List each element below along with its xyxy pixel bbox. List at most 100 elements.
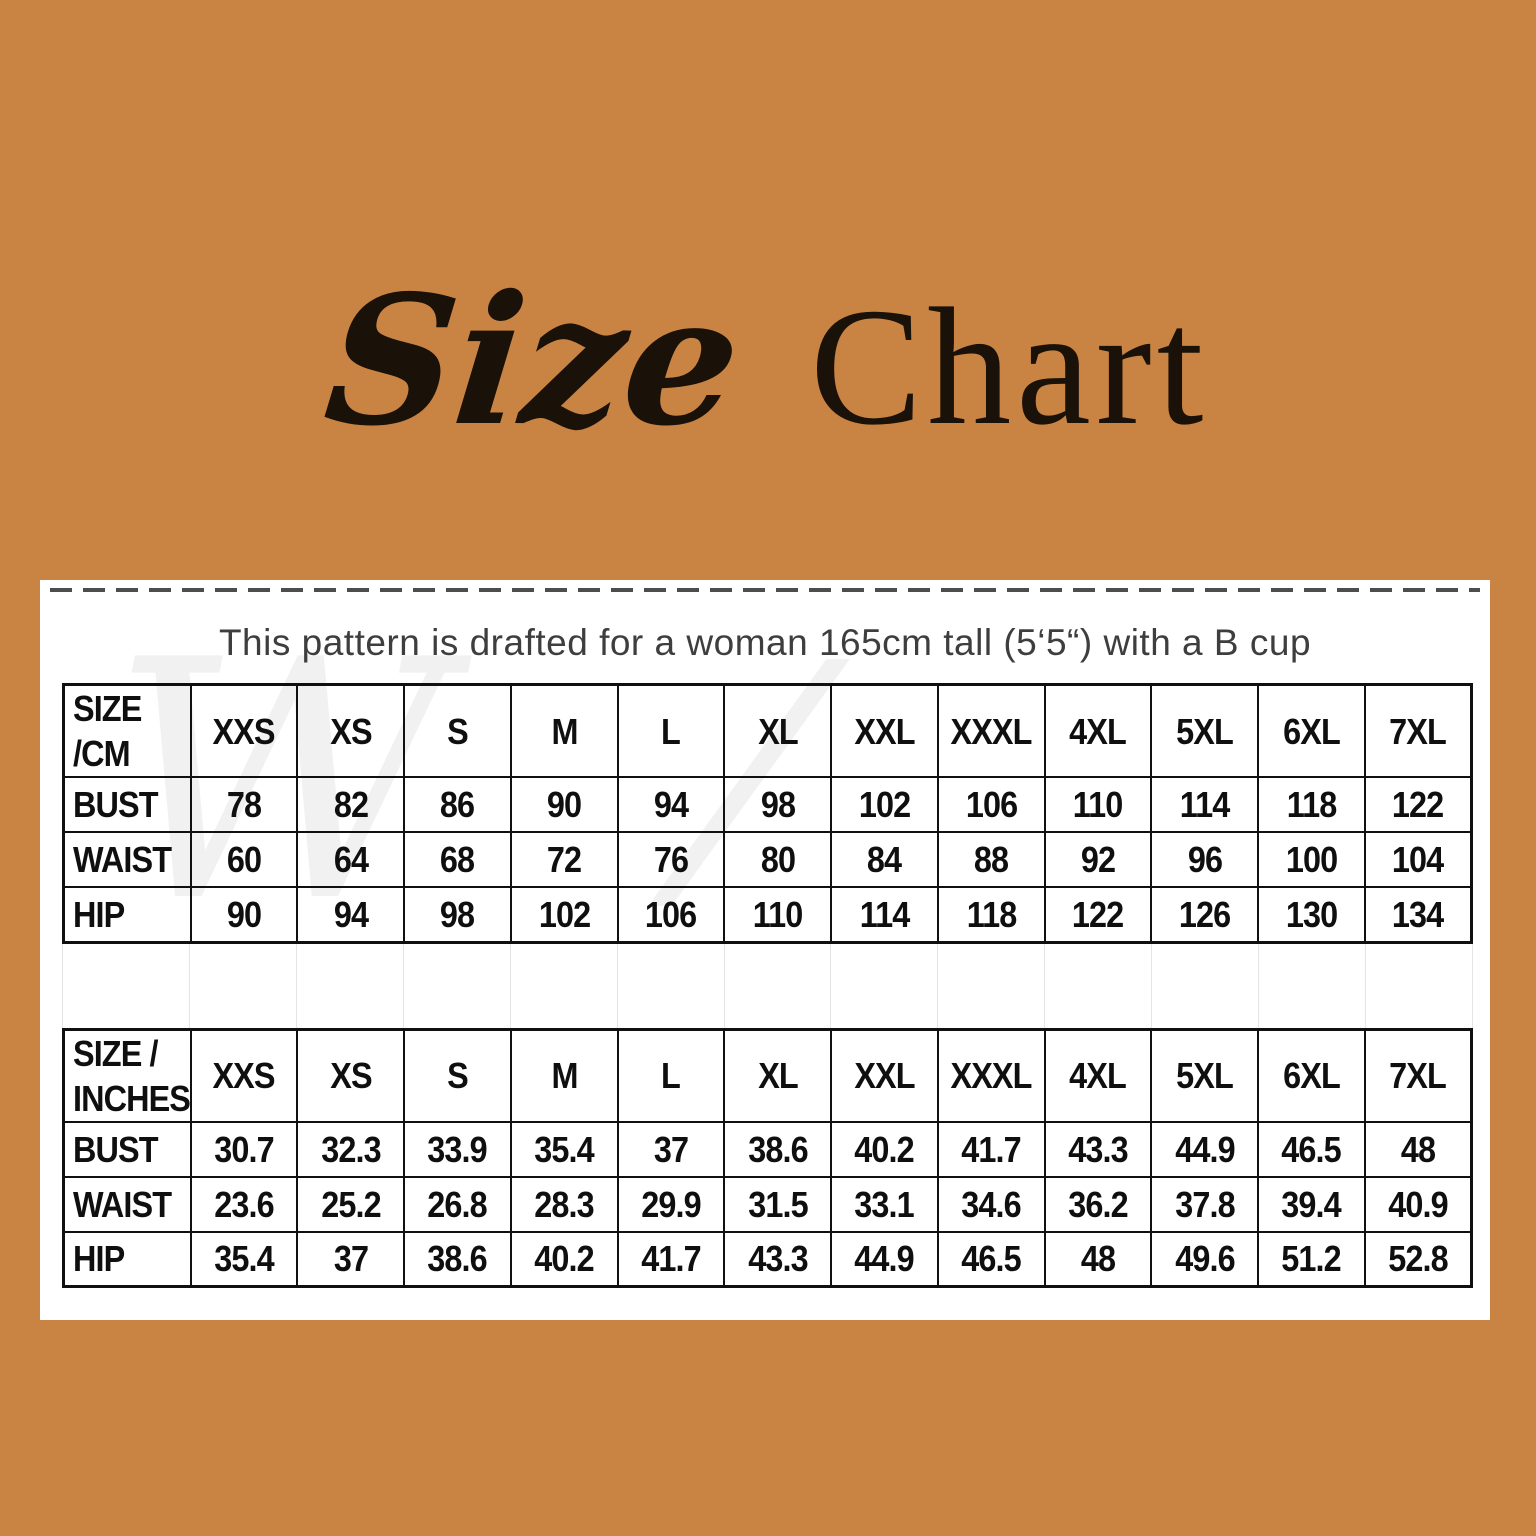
value-cell: 64	[296, 831, 405, 888]
value-cell: 41.7	[616, 1230, 726, 1288]
measurement-row: HIP 90 94 98 102 106 110 114 118 122 126 130 134	[62, 886, 1473, 943]
value-cell: 40.2	[830, 1120, 939, 1178]
gap-grid-cell	[1258, 943, 1366, 986]
value-cell: 26.8	[403, 1175, 512, 1233]
size-header-cell: XXXL	[936, 683, 1046, 778]
size-header-cell: 4XL	[1043, 683, 1153, 778]
size-header-cell: 5XL	[1150, 683, 1259, 778]
size-header-cell: 7XL	[1363, 1028, 1473, 1123]
row-label-cell: WAIST	[62, 1175, 192, 1233]
value-cell: 38.6	[403, 1230, 512, 1288]
value-cell: 110	[1043, 776, 1153, 833]
size-header-cell: L	[616, 1028, 726, 1123]
header-row: SIZE / INCHES XXS XS S M L XL XXL XXXL 4XL 5XL 6XL 7…	[62, 1028, 1473, 1123]
gap-grid-cell	[295, 985, 404, 1028]
measurement-row: BUST 30.7 32.3 33.9 35.4 37 38.6 40.2 41.7 43.3 44…	[62, 1120, 1473, 1178]
gap-grid-cell	[723, 985, 832, 1028]
value-cell: 114	[830, 886, 939, 943]
size-header-cell: XS	[296, 1028, 405, 1123]
gap-grid-cell	[830, 943, 939, 986]
dashed-divider	[50, 588, 1480, 592]
gap-grid-cell	[1364, 985, 1474, 1028]
value-cell: 38.6	[723, 1120, 832, 1178]
value-cell: 94	[616, 776, 726, 833]
row-label-cell: HIP	[62, 886, 192, 943]
measurement-row: HIP 35.4 37 38.6 40.2 41.7 43.3 44.9 46.5 48 49.6 5…	[62, 1230, 1473, 1288]
value-cell: 98	[723, 776, 832, 833]
value-cell: 30.7	[189, 1120, 299, 1178]
gap-grid-cell	[1151, 943, 1260, 986]
value-cell: 118	[936, 886, 1046, 943]
title-word-chart: Chart	[810, 274, 1209, 460]
gap-grid-cell	[616, 943, 725, 986]
value-cell: 80	[723, 831, 832, 888]
value-cell: 28.3	[509, 1175, 619, 1233]
value-cell: 100	[1257, 831, 1366, 888]
value-cell: 88	[936, 831, 1046, 888]
value-cell: 134	[1363, 886, 1473, 943]
gap-grid-cell	[402, 943, 511, 986]
gap-grid-cell	[1044, 943, 1153, 986]
value-cell: 78	[189, 776, 299, 833]
measurement-row: WAIST 23.6 25.2 26.8 28.3 29.9 31.5 33.1 34.6 36.…	[62, 1175, 1473, 1233]
value-cell: 82	[296, 776, 405, 833]
value-cell: 29.9	[616, 1175, 726, 1233]
size-header-cell: XXXL	[936, 1028, 1046, 1123]
value-cell: 122	[1043, 886, 1153, 943]
size-header-cell: M	[509, 683, 619, 778]
chart-panel: W / This pattern is drafted for a woman …	[40, 580, 1490, 1320]
size-header-cell: XXS	[189, 683, 299, 778]
size-header-cell: XL	[723, 1028, 832, 1123]
size-header-cell: M	[509, 1028, 619, 1123]
gap-grid-cell	[402, 985, 511, 1028]
page-title: Size Chart	[0, 256, 1536, 465]
size-header-cell: S	[403, 683, 512, 778]
value-cell: 51.2	[1257, 1230, 1366, 1288]
value-cell: 90	[189, 886, 299, 943]
value-cell: 102	[830, 776, 939, 833]
value-cell: 33.1	[830, 1175, 939, 1233]
size-header-cell: XXS	[189, 1028, 299, 1123]
size-header-cell: 5XL	[1150, 1028, 1259, 1123]
pattern-note: This pattern is drafted for a woman 165c…	[218, 622, 1312, 663]
value-cell: 46.5	[936, 1230, 1046, 1288]
value-cell: 35.4	[189, 1230, 299, 1288]
size-header-cell: XL	[723, 683, 832, 778]
gap-grid-cell	[509, 985, 618, 1028]
value-cell: 39.4	[1257, 1175, 1366, 1233]
gap-grid-cell	[62, 943, 190, 986]
size-header-cell: S	[403, 1028, 512, 1123]
value-cell: 31.5	[723, 1175, 832, 1233]
value-cell: 90	[509, 776, 619, 833]
value-cell: 36.2	[1043, 1175, 1153, 1233]
value-cell: 44.9	[1150, 1120, 1259, 1178]
gap-grid-row	[62, 943, 1474, 986]
value-cell: 114	[1150, 776, 1259, 833]
gap-grid-cell	[723, 943, 832, 986]
value-cell: 126	[1150, 886, 1259, 943]
value-cell: 102	[509, 886, 619, 943]
value-cell: 52.8	[1363, 1230, 1473, 1288]
value-cell: 48	[1043, 1230, 1153, 1288]
value-cell: 86	[403, 776, 512, 833]
value-cell: 122	[1363, 776, 1473, 833]
gap-grid-cell	[1364, 943, 1474, 986]
row-label-cell: HIP	[62, 1230, 192, 1288]
value-cell: 104	[1363, 831, 1473, 888]
size-unit-header-cell: SIZE /CM	[62, 683, 192, 778]
value-cell: 76	[616, 831, 726, 888]
gap-grid-cell	[937, 943, 1046, 986]
value-cell: 94	[296, 886, 405, 943]
size-header-cell: 7XL	[1363, 683, 1473, 778]
size-header-cell: 6XL	[1257, 683, 1366, 778]
measurement-row: BUST 78 82 86 90 94 98 102 106 110 114 118 122	[62, 776, 1473, 833]
size-header-cell: XXL	[830, 1028, 939, 1123]
size-header-cell: L	[616, 683, 726, 778]
row-label-cell: BUST	[62, 1120, 192, 1178]
gap-grid-cell	[616, 985, 725, 1028]
value-cell: 40.9	[1363, 1175, 1473, 1233]
value-cell: 43.3	[1043, 1120, 1153, 1178]
gap-grid-cell	[1258, 985, 1366, 1028]
value-cell: 46.5	[1257, 1120, 1366, 1178]
